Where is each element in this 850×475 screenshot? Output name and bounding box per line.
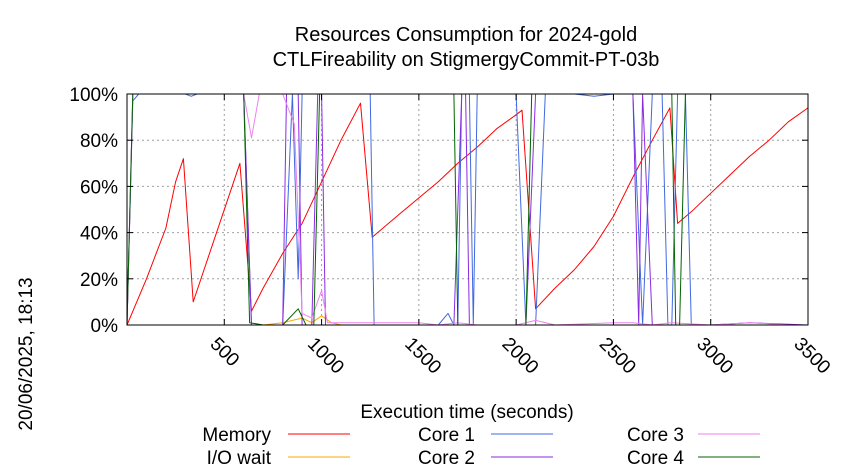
x-tick-label: 3000 xyxy=(692,334,737,379)
x-tick-label: 1000 xyxy=(303,334,348,379)
chart-title: Resources Consumption for 2024-gold xyxy=(295,24,637,46)
x-tick-label: 3500 xyxy=(789,334,834,379)
chart-subtitle: CTLFireability on StigmergyCommit-PT-03b xyxy=(273,49,660,71)
legend-label-memory: Memory xyxy=(202,425,271,446)
legend-label-core-4: Core 4 xyxy=(627,448,684,469)
x-tick-label: 2000 xyxy=(498,334,543,379)
x-tick-label: 1500 xyxy=(400,334,445,379)
legend-label-core-3: Core 3 xyxy=(627,425,684,446)
x-axis-label: Execution time (seconds) xyxy=(360,402,573,423)
y-tick-label: 80% xyxy=(80,131,118,152)
y-tick-label: 0% xyxy=(91,316,119,337)
x-tick-label: 2500 xyxy=(595,334,640,379)
series-line-core-2 xyxy=(126,93,809,326)
axes: 0% 20% 40% 60% 80% 100% 500 1000 1500 2000 2500 300… xyxy=(69,85,834,378)
timestamp-label: 20/06/2025, 18:13 xyxy=(16,277,37,430)
series-lines xyxy=(126,93,809,326)
y-tick-label: 60% xyxy=(80,177,118,198)
legend-label-core-1: Core 1 xyxy=(418,425,475,446)
y-tick-label: 40% xyxy=(80,224,118,245)
series-line-memory xyxy=(126,102,809,326)
plot-frame xyxy=(126,93,809,326)
legend-label-core-2: Core 2 xyxy=(418,448,475,469)
y-tick-label: 20% xyxy=(80,270,118,291)
legend-label-i-o-wait: I/O wait xyxy=(207,448,272,469)
x-tick-label: 500 xyxy=(206,334,243,371)
y-tick-label: 100% xyxy=(69,85,118,106)
